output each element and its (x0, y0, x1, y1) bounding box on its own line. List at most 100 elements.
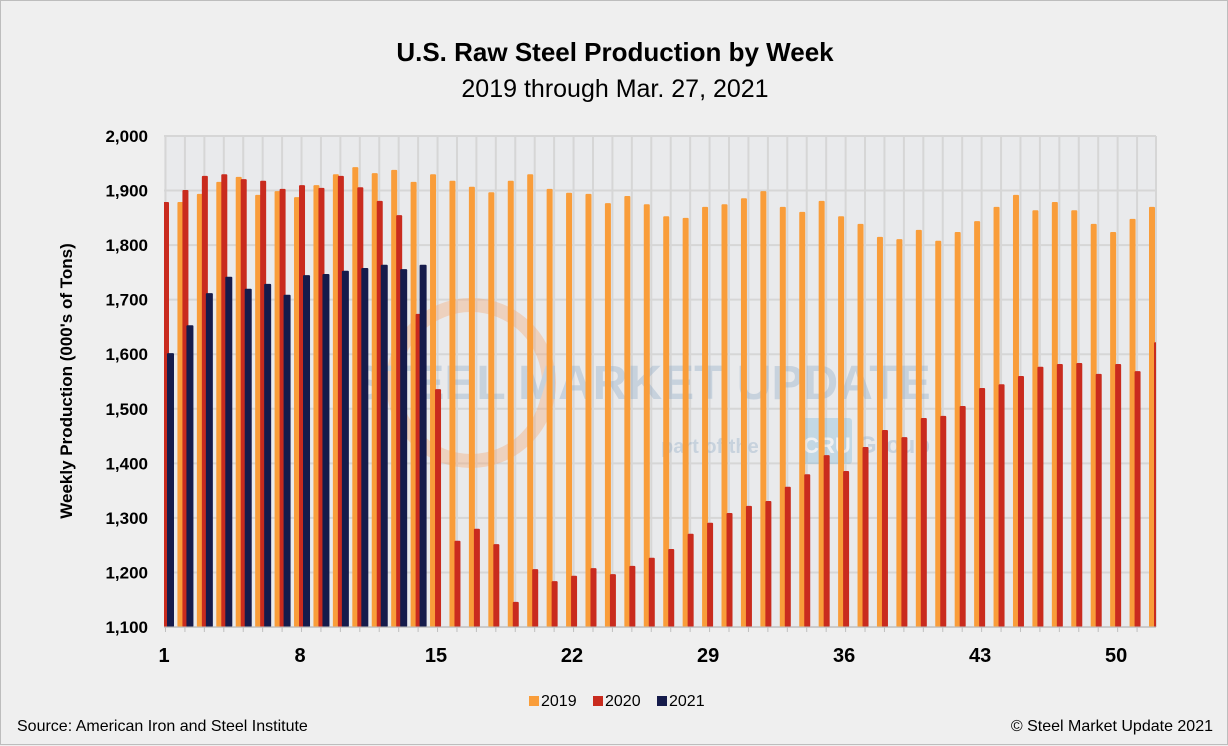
bar-2020 (609, 574, 616, 627)
bar-2019 (857, 223, 864, 627)
bar-2019 (740, 198, 747, 627)
plot-area: 1,100 1,200 1,300 1,400 1,500 1,600 1,700 1,800… (105, 127, 1157, 667)
x-tick-label: 22 (561, 645, 583, 667)
bar-2019 (1110, 232, 1117, 627)
bar-2019 (274, 191, 281, 627)
bar-2019 (507, 180, 514, 627)
x-tick-label: 15 (425, 645, 447, 667)
bar-2019 (954, 232, 961, 627)
bar-2019 (371, 173, 378, 627)
y-tick-label: 1,100 (105, 618, 148, 637)
chart-title: U.S. Raw Steel Production by Week (396, 37, 834, 67)
bar-2019 (876, 236, 883, 627)
bar-2020 (881, 430, 888, 627)
legend-swatch-2019 (529, 696, 539, 706)
y-tick-label: 1,200 (105, 563, 148, 582)
bar-2020 (668, 548, 675, 627)
bar-2020 (571, 575, 578, 627)
bar-2021 (322, 274, 330, 627)
bar-2020 (765, 500, 772, 627)
bar-2019 (682, 217, 689, 627)
bar-2020 (920, 418, 927, 627)
bar-2019 (974, 221, 981, 627)
bar-2020 (1115, 364, 1122, 627)
bar-2020 (1134, 371, 1141, 627)
bar-2019 (624, 196, 631, 627)
bar-2021 (400, 269, 408, 627)
bar-2021 (380, 264, 388, 627)
bars (164, 167, 1156, 627)
bar-2019 (546, 188, 553, 627)
bar-2020 (1056, 364, 1063, 627)
bar-2021 (283, 294, 291, 627)
bar-2019 (818, 200, 825, 627)
bar-2019 (702, 206, 709, 627)
bar-2020 (862, 446, 869, 627)
bar-2019 (604, 203, 611, 627)
bar-2019 (1090, 223, 1097, 627)
bar-2019 (216, 181, 223, 627)
bar-2020 (512, 601, 519, 627)
bar-2020 (940, 415, 947, 627)
y-tick-label: 1,700 (105, 291, 148, 310)
bar-2019 (1071, 210, 1078, 627)
chart-subtitle: 2019 through Mar. 27, 2021 (461, 75, 768, 103)
bar-2019 (332, 174, 339, 627)
bar-2019 (391, 169, 398, 627)
legend-swatch-2020 (593, 696, 603, 706)
bar-2019 (935, 240, 942, 627)
bar-2019 (838, 216, 845, 627)
bar-2019 (1012, 194, 1019, 627)
bar-2019 (430, 174, 437, 627)
x-tick-label: 36 (833, 645, 855, 667)
source-note: Source: American Iron and Steel Institut… (17, 718, 308, 735)
bar-2019 (1149, 206, 1155, 627)
bar-2020 (804, 474, 811, 627)
bar-2020 (726, 512, 733, 627)
legend-label-2019: 2019 (541, 693, 577, 710)
bar-2019 (566, 192, 573, 627)
bar-2019 (915, 229, 922, 627)
bar-2020 (901, 437, 908, 627)
bar-2020 (473, 528, 480, 627)
y-tick-label: 1,600 (105, 345, 148, 364)
bar-2021 (225, 276, 233, 627)
bar-2020 (648, 557, 655, 627)
bar-2020 (1095, 373, 1102, 627)
bar-2021 (341, 270, 349, 627)
bar-2020 (1076, 362, 1083, 627)
bar-2021 (244, 288, 252, 627)
bar-2019 (643, 204, 650, 627)
bar-2019 (585, 193, 592, 627)
bar-2019 (1032, 210, 1039, 627)
bar-2019 (488, 192, 495, 627)
bar-2020 (1017, 376, 1024, 627)
bar-2020 (959, 406, 966, 627)
bar-2020 (745, 505, 752, 627)
bar-2021 (264, 283, 272, 627)
bar-2021 (186, 325, 194, 627)
bar-2019 (235, 176, 242, 627)
bar-2020 (435, 389, 442, 627)
y-tick-label: 1,300 (105, 509, 148, 528)
x-tick-label: 43 (969, 645, 991, 667)
watermark-text: STEEL MARKET UPDATE (351, 357, 931, 410)
bar-2021 (419, 264, 427, 627)
bar-2019 (779, 206, 786, 627)
bar-2020 (687, 533, 694, 627)
bar-2019 (760, 191, 767, 627)
y-tick-label: 1,900 (105, 182, 148, 201)
bar-2019 (468, 186, 475, 627)
bar-2019 (1051, 202, 1058, 627)
y-tick-label: 1,800 (105, 236, 148, 255)
bar-2019 (799, 211, 806, 627)
bar-2020 (629, 565, 636, 627)
bar-2021 (167, 353, 174, 627)
bar-2019 (313, 185, 320, 627)
x-tick-label: 1 (158, 645, 169, 667)
bar-2020 (979, 388, 986, 627)
bar-2019 (449, 180, 456, 627)
bar-2019 (410, 181, 417, 627)
